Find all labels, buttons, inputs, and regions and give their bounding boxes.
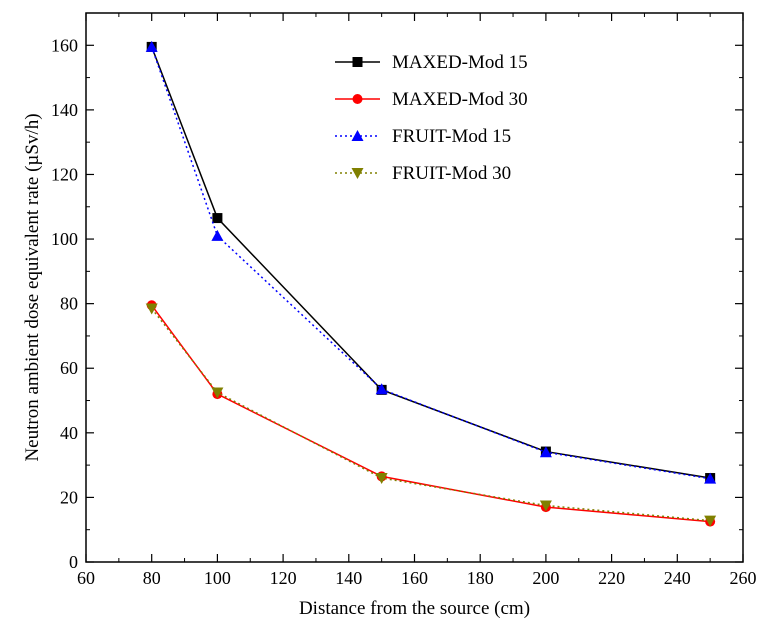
x-tick-label: 60	[77, 568, 95, 588]
x-tick-label: 200	[532, 568, 559, 588]
y-tick-label: 20	[60, 487, 78, 507]
x-tick-label: 80	[143, 568, 161, 588]
x-axis-title: Distance from the source (cm)	[299, 598, 530, 619]
axis-ticks: 60 80 100 120 140 160 180 200 220 240 260 0 20 40 60 80…	[51, 12, 757, 588]
legend-label: MAXED-Mod 15	[392, 52, 528, 73]
x-tick-label: 240	[664, 568, 691, 588]
y-tick-label: 140	[51, 100, 78, 120]
x-tick-label: 100	[204, 568, 231, 588]
data-point	[539, 500, 552, 512]
y-tick-label: 100	[51, 229, 78, 249]
series-4	[145, 303, 717, 527]
series-layer	[145, 40, 717, 527]
x-tick-label: 140	[335, 568, 362, 588]
legend-marker	[352, 94, 363, 104]
series-3	[145, 40, 717, 484]
x-tick-label: 180	[467, 568, 494, 588]
data-point	[145, 40, 158, 52]
data-point	[704, 472, 717, 484]
y-tick-label: 160	[51, 35, 78, 55]
y-tick-label: 120	[51, 164, 78, 184]
legend-marker	[352, 57, 363, 67]
x-tick-label: 160	[401, 568, 428, 588]
series-line	[150, 46, 711, 479]
y-tick-label: 80	[60, 294, 78, 314]
y-tick-label: 60	[60, 358, 78, 378]
x-tick-label: 260	[730, 568, 757, 588]
legend-label: FRUIT-Mod 15	[392, 126, 511, 147]
legend: MAXED-Mod 15 MAXED-Mod 30 FRUIT-Mod 15 FRUI…	[335, 52, 528, 184]
y-axis-title: Neutron ambient dose equivalent rate (µS…	[22, 113, 43, 461]
data-point	[539, 446, 552, 458]
data-point	[211, 229, 224, 241]
legend-label: FRUIT-Mod 30	[392, 163, 511, 184]
data-point	[211, 387, 224, 399]
data-point	[704, 515, 717, 527]
legend-label: MAXED-Mod 30	[392, 89, 528, 110]
data-point	[375, 473, 388, 485]
data-point	[212, 213, 223, 224]
x-tick-label: 220	[598, 568, 625, 588]
series-2	[146, 300, 716, 527]
y-tick-label: 0	[69, 552, 78, 572]
legend-marker	[351, 130, 364, 141]
y-tick-label: 40	[60, 423, 78, 443]
series-line	[151, 304, 711, 523]
data-point	[375, 383, 388, 395]
series-line	[150, 46, 711, 480]
x-tick-label: 120	[270, 568, 297, 588]
data-point	[145, 303, 158, 315]
legend-marker	[351, 168, 364, 179]
series-line	[151, 308, 711, 522]
